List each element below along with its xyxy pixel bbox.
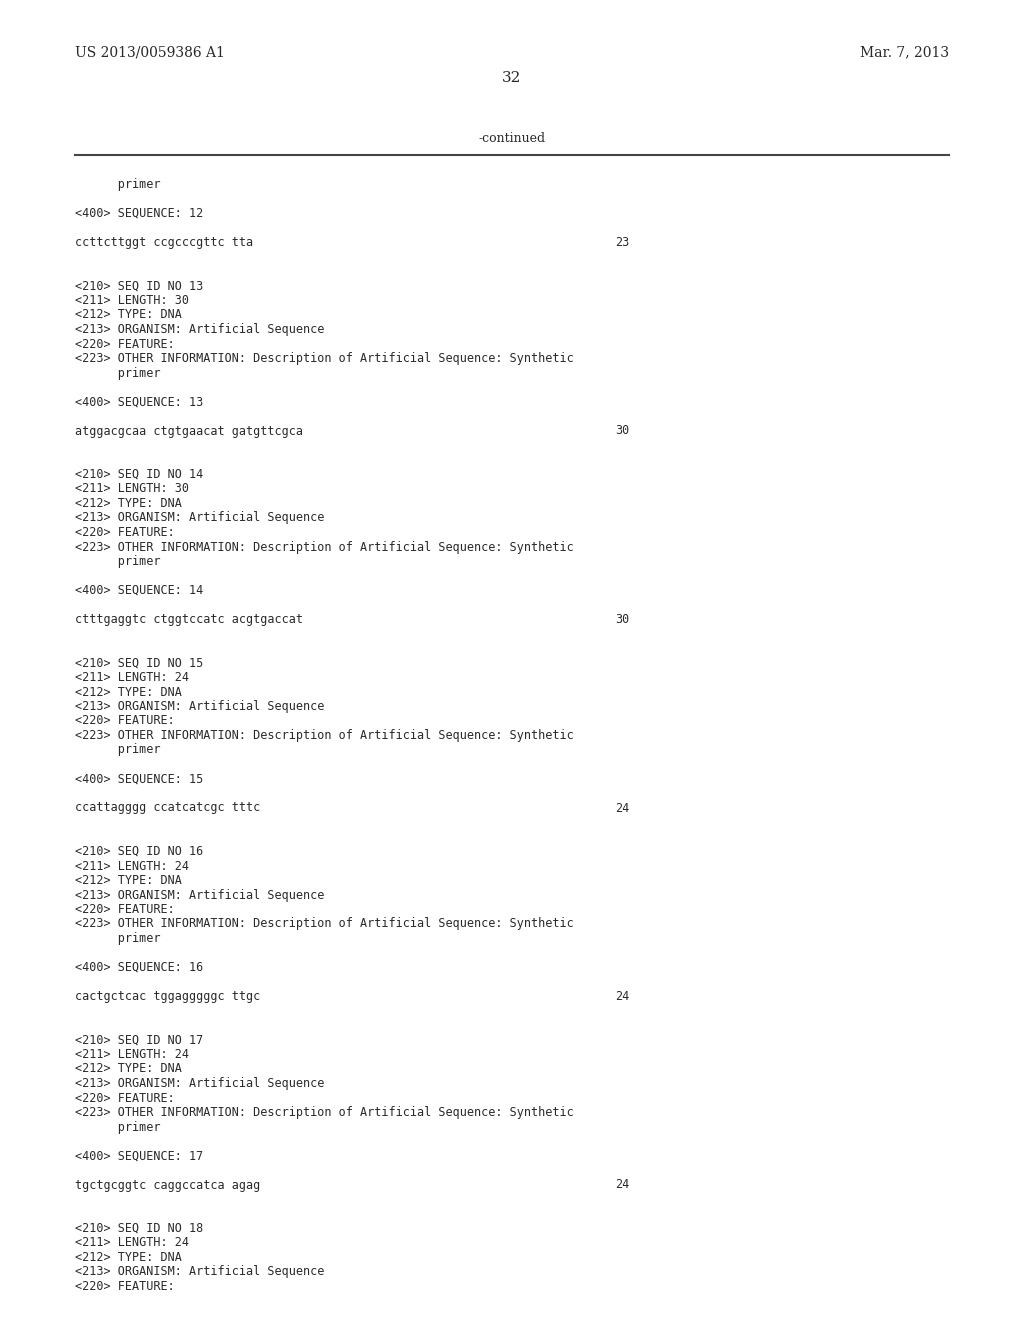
Text: <211> LENGTH: 24: <211> LENGTH: 24 [75,1048,189,1061]
Text: <212> TYPE: DNA: <212> TYPE: DNA [75,685,182,698]
Text: <400> SEQUENCE: 13: <400> SEQUENCE: 13 [75,396,203,408]
Text: 32: 32 [503,71,521,84]
Text: primer: primer [75,178,161,191]
Text: <223> OTHER INFORMATION: Description of Artificial Sequence: Synthetic: <223> OTHER INFORMATION: Description of … [75,1106,573,1119]
Text: <213> ORGANISM: Artificial Sequence: <213> ORGANISM: Artificial Sequence [75,323,325,337]
Text: 24: 24 [615,990,630,1003]
Text: 24: 24 [615,801,630,814]
Text: cactgctcac tggagggggc ttgc: cactgctcac tggagggggc ttgc [75,990,260,1003]
Text: <220> FEATURE:: <220> FEATURE: [75,903,175,916]
Text: <212> TYPE: DNA: <212> TYPE: DNA [75,874,182,887]
Text: <212> TYPE: DNA: <212> TYPE: DNA [75,1251,182,1265]
Text: <213> ORGANISM: Artificial Sequence: <213> ORGANISM: Artificial Sequence [75,1266,325,1279]
Text: ccttcttggt ccgcccgttc tta: ccttcttggt ccgcccgttc tta [75,236,253,249]
Text: Mar. 7, 2013: Mar. 7, 2013 [860,45,949,59]
Text: <213> ORGANISM: Artificial Sequence: <213> ORGANISM: Artificial Sequence [75,1077,325,1090]
Text: <211> LENGTH: 24: <211> LENGTH: 24 [75,859,189,873]
Text: <400> SEQUENCE: 12: <400> SEQUENCE: 12 [75,207,203,220]
Text: <210> SEQ ID NO 17: <210> SEQ ID NO 17 [75,1034,203,1047]
Text: <223> OTHER INFORMATION: Description of Artificial Sequence: Synthetic: <223> OTHER INFORMATION: Description of … [75,352,573,366]
Text: 23: 23 [615,236,630,249]
Text: <210> SEQ ID NO 14: <210> SEQ ID NO 14 [75,469,203,480]
Text: <211> LENGTH: 24: <211> LENGTH: 24 [75,1237,189,1250]
Text: primer: primer [75,743,161,756]
Text: atggacgcaa ctgtgaacat gatgttcgca: atggacgcaa ctgtgaacat gatgttcgca [75,425,303,437]
Text: <220> FEATURE:: <220> FEATURE: [75,1280,175,1294]
Text: 30: 30 [615,612,630,626]
Text: <400> SEQUENCE: 15: <400> SEQUENCE: 15 [75,772,203,785]
Text: <213> ORGANISM: Artificial Sequence: <213> ORGANISM: Artificial Sequence [75,888,325,902]
Text: primer: primer [75,554,161,568]
Text: <211> LENGTH: 30: <211> LENGTH: 30 [75,294,189,308]
Text: <210> SEQ ID NO 15: <210> SEQ ID NO 15 [75,656,203,669]
Text: <212> TYPE: DNA: <212> TYPE: DNA [75,498,182,510]
Text: <223> OTHER INFORMATION: Description of Artificial Sequence: Synthetic: <223> OTHER INFORMATION: Description of … [75,729,573,742]
Text: <213> ORGANISM: Artificial Sequence: <213> ORGANISM: Artificial Sequence [75,511,325,524]
Text: <400> SEQUENCE: 16: <400> SEQUENCE: 16 [75,961,203,974]
Text: <400> SEQUENCE: 14: <400> SEQUENCE: 14 [75,583,203,597]
Text: <220> FEATURE:: <220> FEATURE: [75,1092,175,1105]
Text: ctttgaggtc ctggtccatc acgtgaccat: ctttgaggtc ctggtccatc acgtgaccat [75,612,303,626]
Text: <211> LENGTH: 30: <211> LENGTH: 30 [75,483,189,495]
Text: tgctgcggtc caggccatca agag: tgctgcggtc caggccatca agag [75,1179,260,1192]
Text: <210> SEQ ID NO 13: <210> SEQ ID NO 13 [75,280,203,293]
Text: primer: primer [75,932,161,945]
Text: primer: primer [75,367,161,380]
Text: US 2013/0059386 A1: US 2013/0059386 A1 [75,45,225,59]
Text: <212> TYPE: DNA: <212> TYPE: DNA [75,309,182,322]
Text: ccattagggg ccatcatcgc tttc: ccattagggg ccatcatcgc tttc [75,801,260,814]
Text: <220> FEATURE:: <220> FEATURE: [75,714,175,727]
Text: 24: 24 [615,1179,630,1192]
Text: 30: 30 [615,425,630,437]
Text: -continued: -continued [478,132,546,144]
Text: <223> OTHER INFORMATION: Description of Artificial Sequence: Synthetic: <223> OTHER INFORMATION: Description of … [75,540,573,553]
Text: <212> TYPE: DNA: <212> TYPE: DNA [75,1063,182,1076]
Text: <220> FEATURE:: <220> FEATURE: [75,338,175,351]
Text: primer: primer [75,1121,161,1134]
Text: <223> OTHER INFORMATION: Description of Artificial Sequence: Synthetic: <223> OTHER INFORMATION: Description of … [75,917,573,931]
Text: <400> SEQUENCE: 17: <400> SEQUENCE: 17 [75,1150,203,1163]
Text: <210> SEQ ID NO 16: <210> SEQ ID NO 16 [75,845,203,858]
Text: <211> LENGTH: 24: <211> LENGTH: 24 [75,671,189,684]
Text: <213> ORGANISM: Artificial Sequence: <213> ORGANISM: Artificial Sequence [75,700,325,713]
Text: <210> SEQ ID NO 18: <210> SEQ ID NO 18 [75,1222,203,1236]
Text: <220> FEATURE:: <220> FEATURE: [75,525,175,539]
